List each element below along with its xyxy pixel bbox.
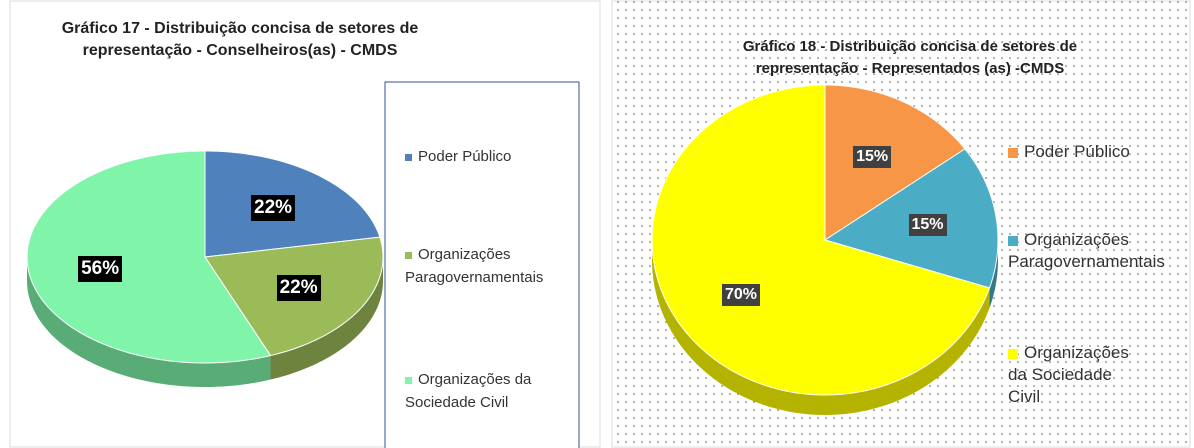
chart-title: Gráfico 18 - Distribuição concisa de set… bbox=[742, 38, 1078, 77]
legend-label: Organizações Paragovernamentais bbox=[405, 246, 544, 286]
data-label: 56% bbox=[78, 255, 123, 282]
legend-item: Poder Público bbox=[405, 145, 575, 168]
legend-label: Organizações da Sociedade Civil bbox=[1008, 343, 1129, 406]
pie-side bbox=[989, 240, 998, 308]
data-label: 15% bbox=[908, 214, 947, 237]
legend-swatch bbox=[405, 153, 412, 161]
legend-swatch bbox=[1008, 348, 1018, 359]
pie-side bbox=[270, 257, 383, 380]
legend-item: Organizações Paragovernamentais bbox=[1008, 229, 1165, 273]
legend-item: Organizações da Sociedade Civil bbox=[1008, 342, 1138, 408]
pie-slice bbox=[651, 84, 991, 396]
legend-label: Organizações da Sociedade Civil bbox=[405, 371, 532, 411]
legend-label: Poder Público bbox=[1024, 142, 1130, 161]
legend-label: Poder Público bbox=[418, 148, 512, 165]
pie-slice bbox=[26, 150, 272, 364]
pie-side bbox=[27, 257, 271, 387]
legend-box bbox=[384, 81, 580, 448]
legend-item: Organizações da Sociedade Civil bbox=[405, 368, 575, 414]
data-label: 70% bbox=[722, 283, 761, 306]
legend-item: Poder Público bbox=[1008, 141, 1138, 163]
data-label: 22% bbox=[251, 194, 296, 221]
chart-title: Gráfico 17 - Distribuição concisa de set… bbox=[61, 20, 419, 59]
legend-swatch bbox=[1008, 147, 1018, 158]
data-label: 15% bbox=[853, 146, 892, 169]
legend-swatch bbox=[405, 376, 412, 384]
data-label: 22% bbox=[276, 274, 321, 301]
legend-item: Organizações Paragovernamentais bbox=[405, 243, 575, 289]
legend-swatch bbox=[405, 251, 412, 259]
pie-slice bbox=[824, 84, 966, 241]
legend-label: Organizações Paragovernamentais bbox=[1008, 230, 1165, 271]
legend-swatch bbox=[1008, 235, 1018, 246]
